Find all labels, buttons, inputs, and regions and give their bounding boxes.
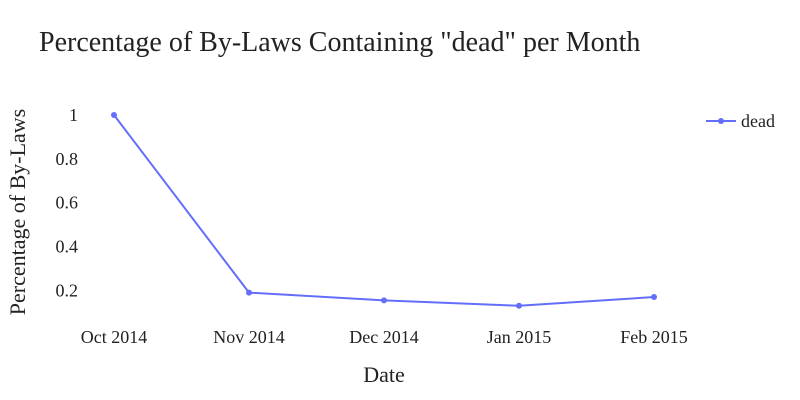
legend-swatch-marker <box>718 118 724 124</box>
data-point[interactable] <box>111 112 117 118</box>
series-line-dead <box>113 114 655 307</box>
x-tick-label: Jan 2015 <box>487 327 552 347</box>
data-point[interactable] <box>381 297 387 304</box>
chart-title: Percentage of By-Laws Containing "dead" … <box>39 27 640 58</box>
legend[interactable]: dead <box>706 111 775 131</box>
data-point[interactable] <box>651 294 657 301</box>
legend-item-dead: dead <box>741 111 775 131</box>
plot-area <box>111 112 657 309</box>
x-tick-label: Oct 2014 <box>81 327 148 347</box>
x-tick-label: Feb 2015 <box>620 327 688 347</box>
y-tick-label: 0.6 <box>56 193 79 213</box>
x-tick-label: Nov 2014 <box>213 327 285 347</box>
y-axis-title: Percentage of By-Laws <box>5 109 30 315</box>
y-axis-ticks: 1 0.8 0.6 0.4 0.2 <box>56 105 79 300</box>
x-axis-title: Date <box>363 362 405 387</box>
y-tick-label: 0.2 <box>56 280 79 300</box>
y-tick-label: 0.8 <box>56 149 79 169</box>
x-axis-ticks: Oct 2014 Nov 2014 Dec 2014 Jan 2015 Feb 2015 <box>81 327 688 347</box>
y-tick-label: 1 <box>69 105 78 125</box>
y-tick-label: 0.4 <box>56 237 79 257</box>
data-point[interactable] <box>516 302 522 309</box>
data-point[interactable] <box>246 289 252 296</box>
x-tick-label: Dec 2014 <box>349 327 418 347</box>
